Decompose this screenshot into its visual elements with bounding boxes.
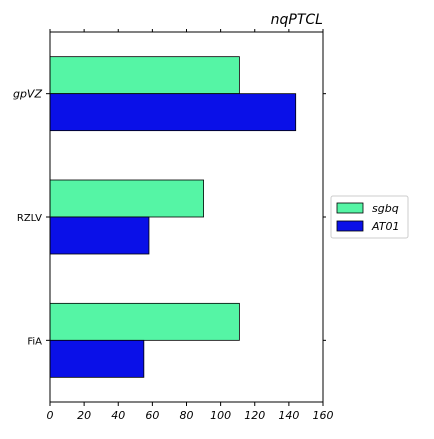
legend-label-AT01: AT01 [371,220,399,233]
chart-title: nqPTCL [271,12,323,28]
y-tick-label-FiA: FiA [27,336,42,347]
x-tick-label-20: 20 [77,409,91,422]
bar-AT01-RZLV [49,216,150,255]
x-tick-label-60: 60 [145,409,159,422]
bars-group [49,56,297,378]
x-tick-label-140: 140 [278,409,299,422]
bar-AT01-FiA [49,339,145,378]
x-tick-label-100: 100 [210,409,231,422]
bar-AT01-gpVZ [49,93,297,132]
legend-swatch-sgbq [336,202,364,214]
bar-sgbq-RZLV [49,179,204,218]
legend-swatch-AT01 [336,220,364,232]
x-axis: 0 20 40 60 80 100 120 140 160 [47,29,334,422]
legend-label-sgbq: sgbq [372,202,399,215]
x-tick-label-0: 0 [47,409,54,422]
bar-sgbq-gpVZ [49,56,240,95]
y-tick-label-RZLV: RZLV [17,213,42,224]
y-axis: gpVZ RZLV FiA [13,88,326,347]
bar-sgbq-FiA [49,302,240,341]
x-tick-label-160: 160 [313,409,334,422]
x-tick-label-120: 120 [244,409,265,422]
legend: sgbq AT01 [330,195,409,239]
y-tick-label-gpVZ: gpVZ [13,88,42,101]
x-tick-label-80: 80 [180,409,194,422]
x-tick-label-40: 40 [111,409,125,422]
